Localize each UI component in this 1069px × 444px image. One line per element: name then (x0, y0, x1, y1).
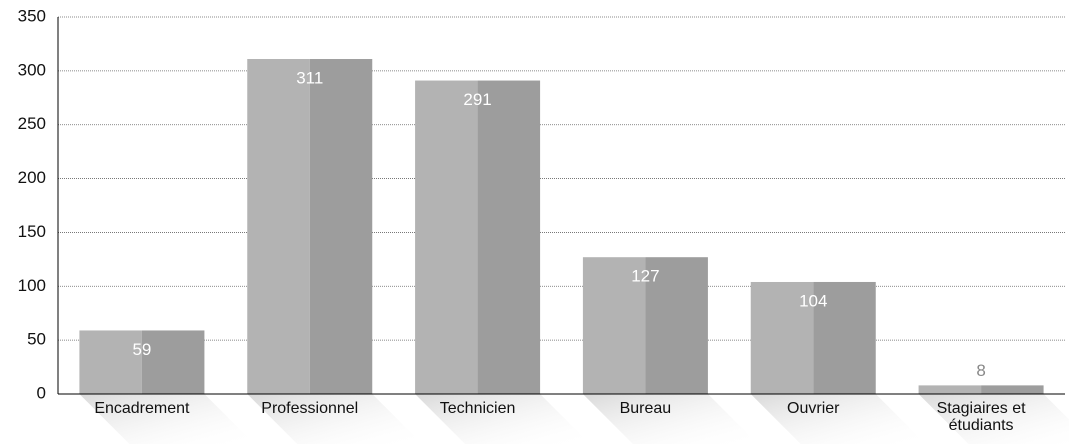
value-label: 127 (631, 267, 659, 286)
x-tick-label: Stagiaires et étudiants (936, 400, 1026, 434)
bar (415, 80, 541, 395)
x-tick-label: Technicien (439, 400, 516, 417)
shadow (918, 394, 1069, 444)
shadow (415, 394, 591, 444)
shadow (750, 394, 926, 444)
y-tick-label: 300 (18, 60, 46, 79)
shadow (79, 394, 255, 444)
shadow (247, 394, 423, 444)
x-tick-label: Bureau (619, 400, 672, 417)
y-tick-label: 0 (37, 383, 46, 402)
y-tick-label: 100 (18, 276, 46, 295)
value-label: 311 (296, 68, 323, 87)
shadow (582, 394, 758, 444)
value-label: 104 (799, 291, 827, 310)
y-tick-label: 350 (18, 6, 46, 25)
value-label: 291 (463, 90, 491, 109)
bar (79, 330, 205, 394)
bar (247, 59, 373, 394)
y-tick-label: 50 (27, 330, 46, 349)
value-label: 8 (976, 361, 985, 380)
x-tick-label: Encadrement (94, 400, 190, 417)
bar (750, 281, 876, 394)
bar (582, 257, 708, 394)
value-label: 59 (132, 340, 151, 359)
y-tick-label: 200 (18, 168, 46, 187)
x-tick-label: Professionnel (261, 400, 359, 417)
y-tick-label: 250 (18, 114, 46, 133)
y-tick-label: 150 (18, 222, 46, 241)
x-tick-label: Ouvrier (787, 400, 840, 417)
bar (918, 385, 1044, 394)
